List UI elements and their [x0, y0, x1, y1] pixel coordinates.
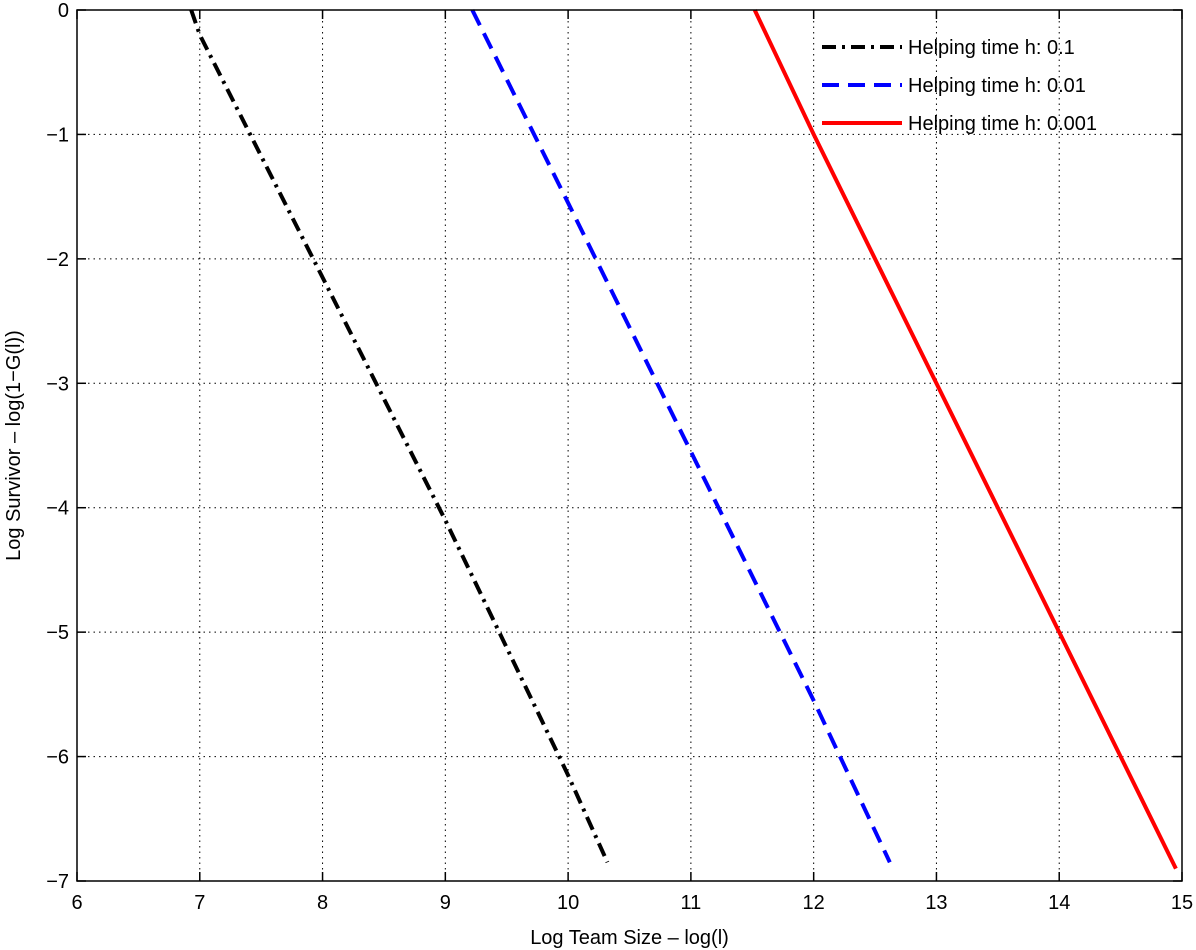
series-line-1	[189, 9, 610, 864]
y-tick-label: −3	[46, 373, 69, 395]
series-line-2	[470, 9, 892, 864]
grid	[77, 10, 1182, 881]
plot-frame	[76, 9, 1183, 882]
legend-label-3: Helping time h: 0.001	[908, 113, 1097, 135]
x-tick-label: 9	[440, 892, 451, 914]
y-tick-label: −5	[46, 622, 69, 644]
x-tick-label: 6	[71, 892, 82, 914]
x-tick-label: 8	[317, 892, 328, 914]
x-axis-label: Log Team Size – log(l)	[530, 927, 729, 949]
y-tick-label: −4	[46, 498, 69, 520]
y-tick-label: −1	[46, 124, 69, 146]
legend-label-2: Helping time h: 0.01	[908, 75, 1086, 97]
ticks: 6 7 8 9 10 11 12 13 14 15 0 −1 −2 −3 −4 −5 −6 −7	[46, 0, 1193, 914]
y-tick-label: −2	[46, 249, 69, 271]
y-tick-label: −7	[46, 871, 69, 893]
x-tick-label: 13	[925, 892, 947, 914]
x-tick-label: 10	[557, 892, 579, 914]
series-line-3	[752, 9, 1178, 870]
series-lines	[189, 9, 1178, 870]
legend-label-1: Helping time h: 0.1	[908, 37, 1075, 59]
x-tick-label: 12	[803, 892, 825, 914]
x-tick-label: 14	[1048, 892, 1070, 914]
y-tick-label: −6	[46, 747, 69, 769]
x-tick-label: 7	[194, 892, 205, 914]
y-tick-label: 0	[58, 0, 69, 22]
legend: Helping time h: 0.1 Helping time h: 0.01 H…	[822, 37, 1097, 135]
x-tick-label: 11	[681, 892, 702, 914]
y-axis-label: Log Survivor – log(1−G(l))	[3, 330, 25, 561]
x-tick-label: 15	[1171, 892, 1193, 914]
